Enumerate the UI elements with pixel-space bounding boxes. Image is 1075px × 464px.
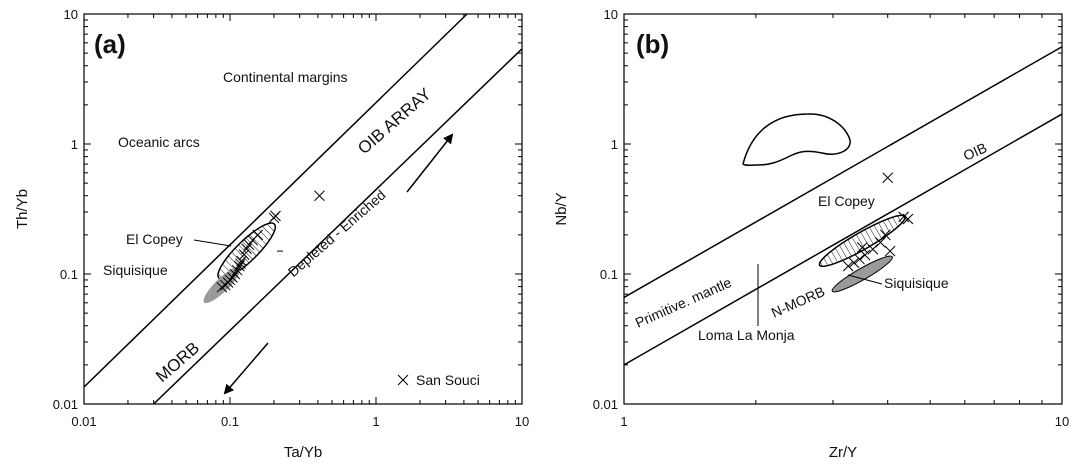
array-boundary-line (623, 113, 1063, 366)
tick-labels: 0.01 0.1 1 10 0.01 0.1 1 10 1 10 0.01 0.1 1 10 (53, 7, 1070, 429)
panel-a-ylabel: Th/Yb (14, 189, 31, 229)
x-tick-label: 1 (372, 414, 379, 429)
panel-a-xlabel: Ta/Yb (284, 444, 322, 461)
array-boundary-line (83, 13, 468, 388)
label-oib-array: OIB ARRAY (354, 84, 435, 158)
leader-siquisique-b (847, 274, 883, 285)
y-tick-label: 1 (71, 137, 78, 152)
arrow-depleted (223, 342, 269, 395)
data-point (867, 243, 879, 255)
data-point (314, 190, 325, 202)
data-point (227, 272, 238, 283)
label-primitive-mantle: Primitive. mantle (633, 274, 734, 331)
array-boundary-line (623, 46, 1063, 299)
legend-san-souci: San Souci (416, 372, 480, 388)
field-el-copey (217, 222, 277, 280)
x-tick-label: 0.01 (71, 414, 96, 429)
data-point (238, 249, 250, 260)
data-point (856, 242, 868, 253)
label-el-copey-b: El Copey (818, 193, 875, 209)
data-point (252, 229, 264, 241)
field-siquisique (831, 255, 893, 293)
panel-a-legend: San Souci (397, 372, 480, 388)
y-tick-label: 10 (604, 7, 618, 22)
y-tick-label: 0.01 (593, 397, 618, 412)
label-oib: OIB (961, 139, 990, 163)
y-tick-label: 10 (64, 7, 78, 22)
panel-a-ticks (83, 14, 522, 405)
x-tick-label: 0.1 (221, 414, 239, 429)
panel-b-ylabel: Nb/Y (553, 192, 570, 225)
data-point (848, 257, 860, 269)
panel-b-xlabel: Zr/Y (829, 444, 857, 461)
data-point (842, 260, 854, 272)
array-boundary-line (153, 48, 523, 405)
data-point (879, 229, 891, 241)
data-point (216, 281, 228, 293)
label-loma-la-monja: Loma La Monja (698, 327, 795, 343)
panel-a-lines (83, 13, 523, 405)
label-morb: MORB (152, 338, 203, 386)
data-point (235, 258, 246, 270)
data-point (243, 239, 255, 251)
panel-b-lines (623, 46, 1063, 366)
field-loma-la-monja (742, 113, 851, 166)
x-tick-label: 1 (620, 414, 627, 429)
data-point (270, 210, 281, 222)
data-point (859, 249, 871, 261)
label-siquisique-a: Siquisique (103, 262, 168, 278)
y-tick-label: 0.01 (53, 397, 78, 412)
leader-el-copey-a (193, 239, 232, 247)
field-el-copey (818, 214, 906, 268)
data-point (854, 253, 865, 265)
label-siquisique-b: Siquisique (884, 275, 949, 291)
panel-b: (b) Zr/Y Nb/Y OIB Primitive. mantle N-MO… (553, 13, 1063, 461)
panel-b-plot-frame (623, 13, 1063, 405)
panel-a: (a) Ta/Yb Th/Yb Continental margins Ocea… (14, 13, 523, 461)
y-tick-label: 1 (611, 137, 618, 152)
data-point (875, 237, 886, 248)
data-point (902, 213, 914, 225)
arrow-enriched (406, 133, 454, 193)
label-oceanic-arcs: Oceanic arcs (118, 134, 200, 150)
panel-a-points (216, 190, 325, 293)
label-el-copey-a: El Copey (126, 231, 183, 247)
data-point (882, 172, 894, 184)
panel-b-fields (818, 214, 906, 293)
x-tick-label: 10 (515, 414, 529, 429)
panel-a-plot-frame (83, 13, 523, 405)
label-depleted-enriched: Depleted - Enriched (285, 187, 389, 280)
panel-b-points (842, 172, 914, 272)
panel-b-ticks (623, 14, 1062, 405)
legend-x-marker (397, 374, 409, 386)
x-tick-label: 10 (1055, 414, 1069, 429)
panel-a-label: (a) (94, 29, 126, 59)
data-point (236, 255, 247, 267)
data-point (884, 245, 896, 257)
label-continental-margins: Continental margins (223, 69, 348, 85)
label-n-morb: N-MORB (769, 283, 827, 321)
y-tick-label: 0.1 (600, 267, 618, 282)
panel-b-label: (b) (636, 29, 669, 59)
y-tick-label: 0.1 (60, 267, 78, 282)
